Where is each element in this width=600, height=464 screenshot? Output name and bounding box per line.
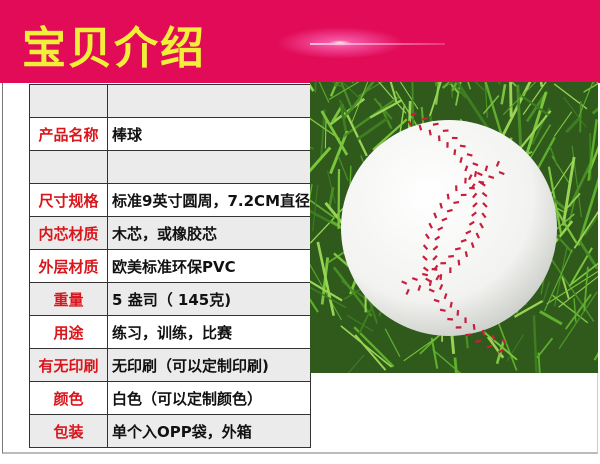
spec-label [28,150,109,184]
spec-value: 欧美标准环保PVC [107,249,311,283]
baseball [341,120,557,336]
spec-value: 白色（可以定制颜色） [107,381,311,415]
spec-row: 颜色 白色（可以定制颜色） [28,381,311,415]
spec-value: 木芯，或橡胶芯 [107,216,311,250]
spec-value: 5 盎司（ 145克) [107,282,311,316]
spec-row [28,84,311,118]
spec-value: 棒球 [107,117,311,151]
spec-label: 有无印刷 [28,348,109,382]
spec-label: 外层材质 [28,249,109,283]
page-title: 宝贝介绍 [22,23,206,74]
header-banner: 宝贝介绍 [0,0,600,83]
spec-label: 内芯材质 [28,216,109,250]
spec-value: 标准9英寸圆周，7.2CM直径 [107,183,311,217]
spec-row: 外层材质 欧美标准环保PVC [28,249,311,283]
spec-label: 产品名称 [28,117,109,151]
spec-label: 颜色 [28,381,109,415]
spec-label: 包装 [28,414,109,448]
spec-row: 尺寸规格 标准9英寸圆周，7.2CM直径 [28,183,311,217]
spec-label [28,84,109,118]
spec-row: 包装 单个入OPP袋，外箱 [28,414,311,448]
spec-value: 练习，训练，比赛 [107,315,311,349]
spec-row: 产品名称 棒球 [28,117,311,151]
spec-value [107,84,311,118]
spec-value: 单个入OPP袋，外箱 [107,414,311,448]
lens-flare-line [310,43,445,45]
spec-row: 重量 5 盎司（ 145克) [28,282,311,316]
spec-row: 有无印刷 无印刷（可以定制印刷) [28,348,311,382]
spec-label: 用途 [28,315,109,349]
baseball-photo [310,82,598,373]
spec-table: 产品名称 棒球 尺寸规格 标准9英寸圆周，7.2CM直径 内芯材质 木芯，或橡胶芯 外层材质… [28,84,311,448]
baseball-stitches [401,112,507,354]
spec-value [107,150,311,184]
spec-row [28,150,311,184]
spec-value: 无印刷（可以定制印刷) [107,348,311,382]
spec-label: 尺寸规格 [28,183,109,217]
spec-label: 重量 [28,282,109,316]
spec-row: 用途 练习，训练，比赛 [28,315,311,349]
spec-row: 内芯材质 木芯，或橡胶芯 [28,216,311,250]
